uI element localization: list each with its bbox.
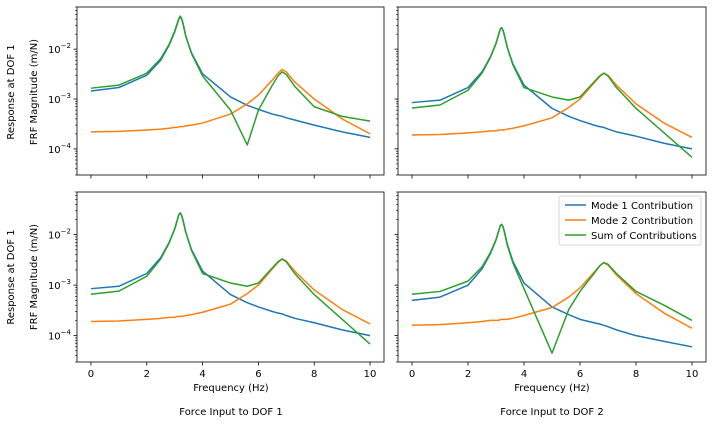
row-label-top-1: Response at DOF 1	[6, 44, 17, 139]
series-line-sum-of-contributions	[411, 223, 693, 354]
series-line-mode-1-contribution	[90, 15, 371, 139]
panel-input1-response1: 10−4 10−3 10−2	[48, 6, 385, 179]
legend: Mode 1 Contribution Mode 2 Contribution …	[558, 195, 702, 246]
series-line-sum-of-contributions	[90, 15, 371, 146]
series-line-mode-2-contribution	[90, 68, 371, 135]
x-axis-label-left: Frequency (Hz)	[193, 383, 269, 394]
row-label-bottom-2: FRF Magnitude (m/N)	[29, 224, 40, 330]
legend-label-mode2: Mode 2 Contribution	[591, 216, 693, 227]
legend-label-sum: Sum of Contributions	[591, 231, 697, 242]
y-tick-label: 10−3	[48, 278, 71, 292]
x-tick-label: 2	[465, 369, 471, 380]
legend-frame	[558, 195, 702, 246]
x-tick-label: 0	[409, 369, 415, 380]
panel-frame	[397, 191, 707, 363]
y-tick-label: 10−2	[48, 42, 71, 56]
panels-layer: 10−4 10−3 10−2 0 2 4 6 8 10 10−4 10−3 10−2 0 2 4 6 8 10	[48, 6, 707, 380]
x-tick-label: 6	[577, 369, 583, 380]
x-tick-label: 2	[144, 369, 150, 380]
panel-input2-response1	[394, 6, 707, 179]
series-line-sum-of-contributions	[411, 26, 693, 158]
x-tick-label: 10	[686, 369, 699, 380]
panel-frame	[76, 191, 385, 363]
panel-frame	[397, 6, 707, 176]
y-tick-label: 10−2	[48, 228, 71, 242]
x-tick-label: 0	[88, 369, 94, 380]
labels-layer: Response at DOF 1 FRF Magnitude (m/N) Re…	[6, 39, 604, 418]
panel-input2-response1-b: 0 2 4 6 8 10	[394, 191, 707, 380]
y-tick-label: 10−4	[48, 329, 72, 343]
column-title-right: Force Input to DOF 2	[500, 407, 603, 418]
panel-frame	[76, 6, 385, 176]
x-axis-label-right: Frequency (Hz)	[514, 383, 590, 394]
series-line-mode-1-contribution	[411, 26, 693, 150]
x-tick-label: 4	[521, 369, 527, 380]
series-line-sum-of-contributions	[90, 212, 371, 345]
panel-input1-response1-b: 0 2 4 6 8 10 10−4 10−3 10−2	[48, 191, 385, 380]
x-tick-label: 10	[364, 369, 377, 380]
x-tick-label: 8	[311, 369, 317, 380]
x-tick-label: 6	[255, 369, 261, 380]
series-line-mode-1-contribution	[90, 212, 371, 337]
x-tick-label: 8	[633, 369, 639, 380]
row-label-bottom-1: Response at DOF 1	[6, 229, 17, 324]
x-tick-label: 4	[199, 369, 205, 380]
series-line-mode-2-contribution	[90, 258, 371, 325]
column-title-left: Force Input to DOF 1	[179, 407, 282, 418]
y-tick-label: 10−3	[48, 92, 71, 106]
legend-label-mode1: Mode 1 Contribution	[591, 201, 693, 212]
series-line-mode-2-contribution	[411, 261, 693, 329]
row-label-top-2: FRF Magnitude (m/N)	[29, 39, 40, 145]
y-tick-label: 10−4	[48, 142, 72, 156]
series-line-mode-2-contribution	[411, 72, 693, 139]
